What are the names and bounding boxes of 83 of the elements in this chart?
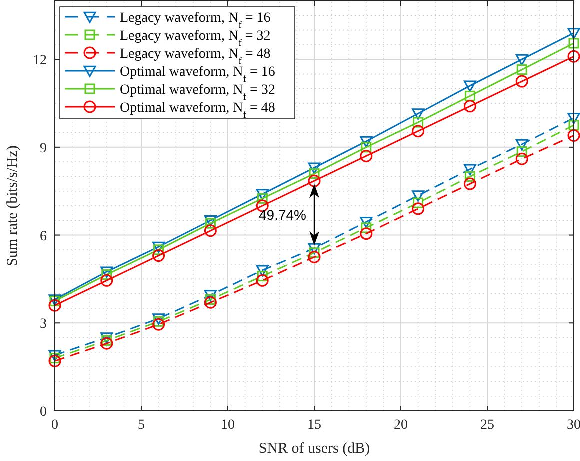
- point: [568, 120, 580, 131]
- point: [309, 168, 320, 180]
- point: [205, 294, 216, 305]
- point: [100, 266, 114, 278]
- point: [360, 216, 373, 228]
- point: [256, 189, 269, 201]
- point: [205, 218, 216, 229]
- point: [308, 162, 321, 174]
- point: [361, 222, 372, 234]
- y-axis-title: Sum rate (bits/s/Hz): [5, 146, 21, 266]
- point: [360, 150, 373, 162]
- point: [100, 337, 114, 350]
- point: [50, 353, 60, 364]
- point: [568, 112, 580, 124]
- point: [204, 296, 217, 309]
- point: [152, 314, 166, 325]
- point: [516, 139, 528, 151]
- point: [412, 190, 425, 202]
- x-tick-label: 25: [480, 418, 494, 433]
- x-axis-title: SNR of users (dB): [258, 441, 370, 457]
- x-tick-label: 5: [138, 418, 145, 433]
- point: [412, 125, 425, 138]
- point: [204, 215, 217, 227]
- point: [464, 164, 476, 176]
- point: [48, 350, 62, 362]
- point: [100, 274, 114, 287]
- point: [308, 251, 321, 264]
- point: [309, 248, 320, 258]
- y-tick-label: 0: [40, 405, 47, 420]
- x-tick-label: 15: [308, 418, 322, 433]
- point: [257, 193, 268, 204]
- x-tick-label: 20: [394, 418, 408, 433]
- point: [204, 224, 217, 238]
- point: [154, 244, 164, 256]
- point: [413, 198, 424, 208]
- point: [568, 129, 580, 142]
- point: [568, 50, 580, 63]
- point: [48, 299, 62, 312]
- point: [568, 28, 580, 40]
- point: [154, 316, 164, 327]
- point: [152, 242, 166, 254]
- point: [152, 250, 166, 262]
- point: [256, 274, 269, 287]
- point: [48, 354, 62, 368]
- x-tick-label: 0: [52, 418, 58, 433]
- point: [568, 38, 580, 49]
- point: [412, 108, 425, 120]
- point: [516, 146, 528, 158]
- point: [308, 243, 321, 255]
- legend-label: Optimal waveform, N$_{f}$ = 16: [120, 65, 276, 84]
- point: [256, 265, 269, 277]
- point: [308, 174, 321, 188]
- point: [464, 90, 476, 102]
- point: [464, 171, 476, 182]
- legend-label: Legacy waveform, N$_{f}$ = 16: [120, 11, 271, 30]
- point: [360, 228, 373, 240]
- y-tick-label: 3: [40, 317, 47, 332]
- annotation: 49.74%: [259, 206, 306, 223]
- legend-label: Legacy waveform, N$_{f}$ = 32: [120, 29, 271, 48]
- point: [516, 152, 528, 166]
- point: [100, 332, 114, 344]
- y-tick-label: 9: [40, 141, 47, 156]
- point: [361, 142, 372, 153]
- point: [102, 270, 112, 280]
- point: [464, 178, 476, 190]
- point: [516, 64, 528, 76]
- legend-label: Optimal waveform, N$_{f}$ = 48: [120, 101, 276, 120]
- point: [516, 54, 528, 66]
- point: [413, 117, 424, 128]
- point: [464, 100, 476, 113]
- y-tick-label: 6: [40, 229, 47, 244]
- legend-label: Optimal waveform, N$_{f}$ = 32: [120, 83, 276, 102]
- point: [412, 202, 425, 216]
- y-tick-label: 12: [33, 54, 47, 69]
- x-tick-label: 10: [221, 418, 235, 433]
- point: [204, 290, 217, 302]
- point: [516, 75, 528, 88]
- point: [152, 318, 166, 331]
- point: [360, 136, 373, 148]
- point: [102, 335, 112, 346]
- point: [464, 80, 476, 92]
- legend-label: Legacy waveform, N$_{f}$ = 48: [120, 47, 271, 66]
- point: [257, 271, 268, 282]
